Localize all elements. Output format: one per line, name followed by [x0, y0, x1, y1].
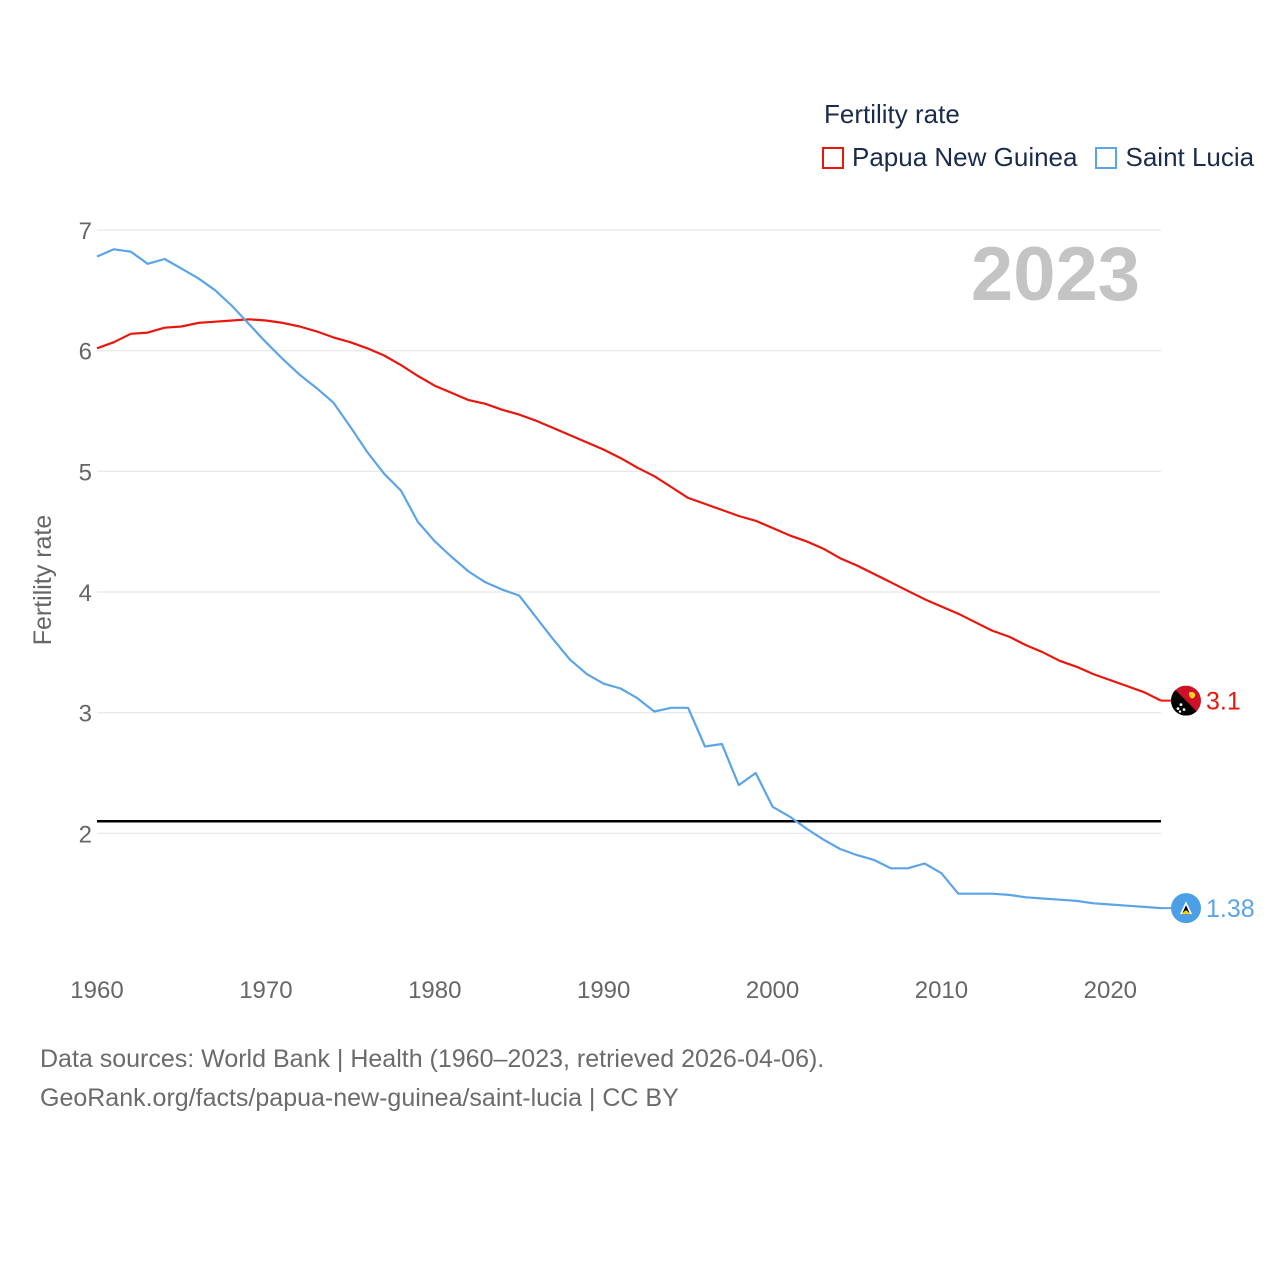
- x-tick-label: 2020: [1084, 977, 1137, 1004]
- x-axis-ticks: 1960 1970 1980 1990 2000 2010 2020: [70, 977, 1137, 1004]
- series-line-saint-lucia[interactable]: [96, 248, 1162, 910]
- legend: Papua New Guinea Saint Lucia: [822, 142, 1272, 173]
- x-tick-label: 2000: [746, 977, 799, 1004]
- grid-lines: [97, 229, 1161, 834]
- x-tick-label: 1970: [239, 977, 292, 1004]
- y-axis-ticks: 2 3 4 5 6 7: [79, 218, 92, 848]
- papua-new-guinea-flag-icon: [1171, 685, 1201, 716]
- year-label: 2023: [971, 232, 1140, 317]
- y-tick-label: 2: [79, 821, 92, 848]
- x-tick-label: 1980: [408, 977, 461, 1004]
- y-tick-label: 6: [79, 339, 92, 366]
- legend-title: Fertility rate: [824, 99, 960, 129]
- y-tick-label: 3: [79, 701, 92, 728]
- legend-item-saint-lucia[interactable]: Saint Lucia: [1095, 142, 1254, 173]
- y-axis-label: Fertility rate: [29, 515, 57, 646]
- legend-swatch-saint-lucia: [1095, 146, 1118, 169]
- legend-label-papua-new-guinea: Papua New Guinea: [852, 142, 1078, 172]
- x-tick-label: 1960: [70, 977, 123, 1004]
- series-lines: [96, 248, 1186, 910]
- source-line-1: Data sources: World Bank | Health (1960–…: [40, 1045, 825, 1073]
- end-value-papua-new-guinea: 3.1: [1206, 688, 1241, 716]
- y-tick-label: 5: [79, 459, 92, 486]
- y-tick-label: 7: [79, 218, 92, 245]
- y-tick-label: 4: [79, 580, 92, 607]
- end-markers: 3.1 1.38: [1171, 685, 1255, 924]
- legend-swatch-papua-new-guinea: [822, 146, 844, 169]
- series-line-papua-new-guinea[interactable]: [96, 318, 1162, 702]
- x-tick-label: 1990: [577, 977, 630, 1004]
- legend-item-papua-new-guinea[interactable]: Papua New Guinea: [822, 142, 1077, 173]
- saint-lucia-flag-icon: [1171, 893, 1201, 924]
- x-tick-label: 2010: [915, 977, 968, 1004]
- source-line-2[interactable]: GeoRank.org/facts/papua-new-guinea/saint…: [40, 1084, 679, 1112]
- end-value-saint-lucia: 1.38: [1206, 895, 1255, 923]
- legend-label-saint-lucia: Saint Lucia: [1125, 142, 1255, 172]
